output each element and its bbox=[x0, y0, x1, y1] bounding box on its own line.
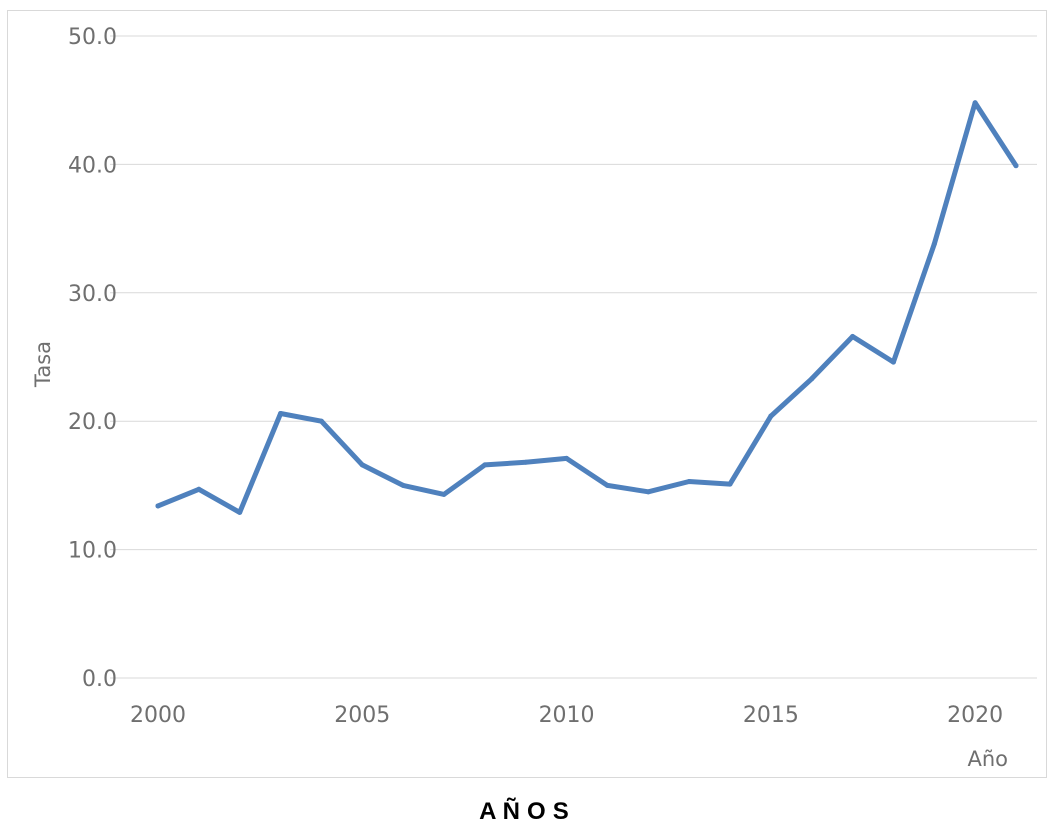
x-tick-label: 2005 bbox=[334, 703, 390, 728]
data-point bbox=[972, 100, 978, 106]
data-point bbox=[237, 509, 243, 515]
x-axis-title: Año bbox=[967, 747, 1008, 771]
gridlines bbox=[110, 35, 1037, 679]
y-axis-ticks: 0.0 10.0 20.0 30.0 40.0 50.0 bbox=[68, 25, 117, 692]
data-point bbox=[768, 413, 774, 419]
x-axis-ticks: 2000 2005 2010 2015 2020 bbox=[130, 703, 1003, 728]
y-tick-label: 10.0 bbox=[68, 539, 117, 564]
y-tick-label: 50.0 bbox=[68, 25, 117, 50]
series-layer bbox=[155, 100, 1019, 515]
data-point bbox=[155, 503, 161, 509]
data-point bbox=[564, 455, 570, 461]
data-point bbox=[645, 489, 651, 495]
data-point bbox=[318, 418, 324, 424]
y-tick-label: 30.0 bbox=[68, 282, 117, 307]
x-tick-label: 2015 bbox=[743, 703, 799, 728]
data-point bbox=[359, 462, 365, 468]
data-point bbox=[441, 491, 447, 497]
chart-area bbox=[7, 10, 1047, 778]
chart-caption: A Ñ O S bbox=[479, 798, 569, 825]
data-point bbox=[604, 482, 610, 488]
data-point bbox=[400, 482, 406, 488]
y-axis-title: Tasa bbox=[31, 341, 55, 388]
data-point bbox=[727, 481, 733, 487]
data-point bbox=[1013, 163, 1019, 169]
y-tick-label: 40.0 bbox=[68, 153, 117, 178]
x-tick-label: 2020 bbox=[947, 703, 1003, 728]
data-point bbox=[931, 241, 937, 247]
y-tick-label: 20.0 bbox=[68, 410, 117, 435]
data-point bbox=[196, 486, 202, 492]
data-point bbox=[482, 462, 488, 468]
data-point bbox=[850, 333, 856, 339]
data-point bbox=[278, 410, 284, 416]
x-tick-label: 2010 bbox=[539, 703, 595, 728]
y-tick-label: 0.0 bbox=[82, 667, 117, 692]
data-point bbox=[890, 359, 896, 365]
data-point bbox=[809, 376, 815, 382]
series-line bbox=[155, 100, 1019, 515]
data-point bbox=[686, 479, 692, 485]
x-tick-label: 2000 bbox=[130, 703, 186, 728]
data-point bbox=[523, 459, 529, 465]
